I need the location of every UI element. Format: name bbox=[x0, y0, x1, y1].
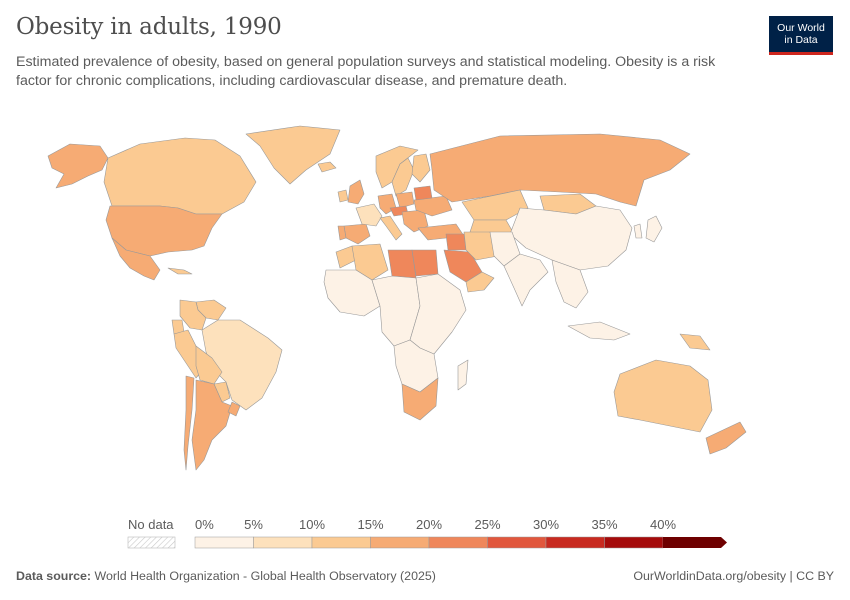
region-australia[interactable] bbox=[613, 359, 713, 433]
region-indonesia[interactable] bbox=[567, 321, 631, 341]
region-egypt[interactable] bbox=[411, 249, 439, 277]
region-india[interactable] bbox=[503, 253, 549, 307]
region-greenland[interactable] bbox=[245, 125, 341, 185]
region-russia[interactable] bbox=[429, 133, 691, 207]
logo-line-2: in Data bbox=[784, 34, 818, 46]
legend-no-data-label: No data bbox=[128, 517, 174, 532]
legend-tick-label: 0% bbox=[195, 517, 214, 532]
region-ireland[interactable] bbox=[337, 189, 349, 203]
legend-bin-7[interactable] bbox=[604, 536, 664, 549]
region-algeria[interactable] bbox=[351, 243, 389, 281]
region-finland[interactable] bbox=[411, 153, 431, 183]
legend-tick-label: 40% bbox=[650, 517, 676, 532]
map-legend: No data 0% 5% 10% 15% 20% 25% 30% 35% 40% bbox=[127, 517, 727, 549]
legend-bin-3[interactable] bbox=[370, 536, 430, 549]
legend-bin-4[interactable] bbox=[428, 536, 488, 549]
region-italy[interactable] bbox=[379, 215, 403, 241]
legend-bin-0[interactable] bbox=[194, 536, 254, 549]
legend-tick-label: 35% bbox=[591, 517, 617, 532]
region-colombia[interactable] bbox=[179, 299, 207, 331]
logo-line-1: Our World bbox=[777, 22, 825, 34]
region-portugal[interactable] bbox=[337, 225, 347, 241]
legend-tick-label: 30% bbox=[533, 517, 559, 532]
region-libya[interactable] bbox=[387, 249, 417, 279]
legend-tick-label: 15% bbox=[357, 517, 383, 532]
region-kazakhstan[interactable] bbox=[461, 189, 529, 221]
region-china[interactable] bbox=[509, 205, 633, 271]
legend-bin-6[interactable] bbox=[545, 536, 605, 549]
region-south-africa[interactable] bbox=[401, 377, 439, 421]
region-france[interactable] bbox=[355, 203, 383, 227]
region-east-africa[interactable] bbox=[409, 273, 467, 355]
legend-no-data-swatch bbox=[127, 536, 176, 549]
region-japan[interactable] bbox=[645, 215, 663, 243]
region-uruguay[interactable] bbox=[227, 401, 241, 417]
legend-bin-5[interactable] bbox=[487, 536, 547, 549]
chart-title: Obesity in adults, 1990 bbox=[16, 14, 282, 40]
region-united-kingdom[interactable] bbox=[347, 179, 365, 205]
data-source: Data source: World Health Organization -… bbox=[16, 569, 436, 583]
chart-subtitle: Estimated prevalence of obesity, based o… bbox=[16, 54, 716, 89]
legend-tick-label: 25% bbox=[474, 517, 500, 532]
region-papua-new-guinea[interactable] bbox=[679, 333, 711, 351]
region-madagascar[interactable] bbox=[457, 359, 469, 391]
region-canada[interactable] bbox=[103, 137, 257, 215]
region-iran[interactable] bbox=[463, 231, 499, 261]
legend-bin-2[interactable] bbox=[311, 536, 371, 549]
region-yemen-oman[interactable] bbox=[465, 271, 495, 293]
data-source-text[interactable]: World Health Organization - Global Healt… bbox=[94, 569, 436, 583]
region-new-zealand[interactable] bbox=[705, 421, 747, 455]
region-spain[interactable] bbox=[343, 223, 371, 245]
legend-bin-1[interactable] bbox=[253, 536, 313, 549]
region-korea[interactable] bbox=[633, 223, 643, 239]
legend-tick-label: 20% bbox=[416, 517, 442, 532]
region-iraq[interactable] bbox=[445, 233, 467, 251]
legend-tick-label: 5% bbox=[244, 517, 263, 532]
legend-tick-label: 10% bbox=[299, 517, 325, 532]
region-cuba[interactable] bbox=[167, 267, 193, 275]
region-alaska[interactable] bbox=[47, 143, 109, 189]
region-argentina[interactable] bbox=[191, 379, 233, 471]
owid-logo[interactable]: Our World in Data bbox=[769, 16, 833, 55]
region-poland[interactable] bbox=[395, 191, 415, 209]
region-southeast-asia[interactable] bbox=[551, 259, 589, 309]
region-ukraine[interactable] bbox=[413, 195, 453, 217]
data-source-label: Data source: bbox=[16, 569, 92, 583]
world-map bbox=[47, 125, 747, 471]
region-belarus[interactable] bbox=[413, 185, 433, 201]
credit-link[interactable]: OurWorldinData.org/obesity | CC BY bbox=[633, 569, 834, 583]
region-chile[interactable] bbox=[183, 375, 195, 471]
region-iceland[interactable] bbox=[317, 161, 337, 173]
legend-bin-overflow[interactable] bbox=[663, 537, 727, 548]
region-mexico[interactable] bbox=[111, 237, 161, 281]
region-west-africa[interactable] bbox=[323, 269, 381, 317]
